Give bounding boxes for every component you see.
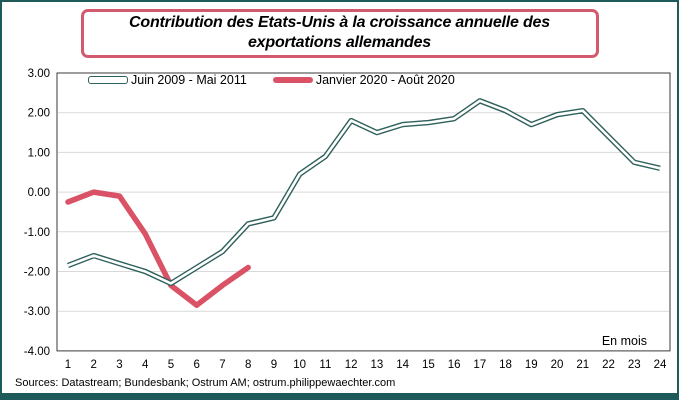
plot-area <box>56 72 671 352</box>
chart-title: Contribution des Etats-Unis à la croissa… <box>129 14 550 51</box>
x-tick-label: 12 <box>345 359 358 371</box>
y-tick-label: -3.00 <box>24 306 50 318</box>
x-tick-label: 19 <box>525 359 538 371</box>
x-tick-label: 1 <box>65 359 71 371</box>
y-tick-label: -1.00 <box>24 227 50 239</box>
x-axis-unit-label: En mois <box>601 334 647 348</box>
series-line-janvier-2020-aout-2020 <box>65 189 251 308</box>
x-tick-label: 2 <box>91 359 97 371</box>
chart-title-box: Contribution des Etats-Unis à la croissa… <box>80 9 599 59</box>
x-tick-label: 5 <box>168 359 174 371</box>
x-tick-label: 16 <box>448 359 461 371</box>
x-tick-label: 17 <box>473 359 486 371</box>
y-tick-label: 3.00 <box>28 68 50 80</box>
x-tick-label: 14 <box>396 359 409 371</box>
bottom-accent-bar <box>2 393 677 398</box>
x-tick-label: 20 <box>551 359 564 371</box>
y-tick-label: 0.00 <box>28 187 50 199</box>
legend-item-janvier-2020-aout-2020: Janvier 2020 - Août 2020 <box>272 73 455 87</box>
x-tick-label: 18 <box>499 359 512 371</box>
legend-marker-red-line <box>272 77 313 83</box>
legend-marker-teal-line <box>88 76 128 84</box>
x-tick-label: 3 <box>116 359 122 371</box>
x-tick-label: 7 <box>219 359 225 371</box>
x-tick-label: 23 <box>628 359 641 371</box>
x-tick-label: 21 <box>576 359 589 371</box>
x-tick-label: 10 <box>293 359 306 371</box>
y-tick-label: -4.00 <box>24 346 50 358</box>
x-tick-label: 24 <box>654 359 667 371</box>
x-tick-label: 22 <box>602 359 615 371</box>
x-tick-label: 6 <box>193 359 199 371</box>
legend-label: Janvier 2020 - Août 2020 <box>315 73 455 87</box>
chart-legend: Juin 2009 - Mai 2011 Janvier 2020 - Août… <box>88 73 455 87</box>
series-line-juin-2009-mai-2011-core <box>67 99 661 285</box>
x-tick-label: 4 <box>142 359 149 371</box>
legend-item-juin-2009-mai-2011: Juin 2009 - Mai 2011 <box>88 73 247 87</box>
legend-label: Juin 2009 - Mai 2011 <box>131 73 247 87</box>
y-tick-label: 1.00 <box>28 147 50 159</box>
x-tick-label: 8 <box>245 359 251 371</box>
x-tick-label: 9 <box>271 359 277 371</box>
y-tick-label: 2.00 <box>28 108 50 120</box>
x-tick-label: 15 <box>422 359 435 371</box>
x-tick-label: 11 <box>319 359 331 371</box>
sources-note: Sources: Datastream; Bundesbank; Ostrum … <box>15 377 396 389</box>
x-tick-label: 13 <box>370 359 383 371</box>
y-tick-label: -2.00 <box>24 267 50 279</box>
